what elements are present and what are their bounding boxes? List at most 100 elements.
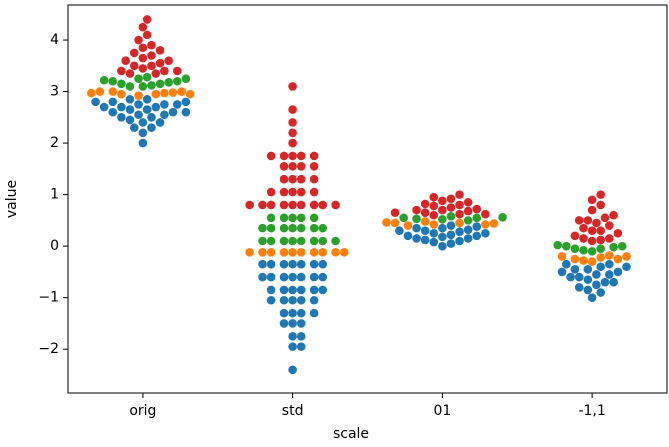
point: [574, 272, 584, 282]
point: [296, 319, 306, 328]
point: [258, 248, 267, 257]
y-tick-label: 2: [50, 135, 59, 151]
point: [266, 295, 276, 305]
point: [147, 113, 156, 122]
point: [399, 213, 408, 223]
point: [455, 227, 464, 237]
point: [596, 200, 606, 210]
point: [587, 226, 597, 235]
point: [288, 128, 297, 138]
point: [125, 105, 135, 114]
point: [138, 128, 148, 138]
point: [438, 241, 447, 251]
point: [331, 248, 340, 257]
point: [288, 342, 297, 351]
point: [472, 204, 482, 214]
point: [108, 97, 118, 107]
y-tick-label: 3: [50, 84, 59, 100]
point: [296, 161, 306, 171]
point: [288, 332, 297, 341]
point: [288, 272, 297, 282]
point: [390, 208, 400, 217]
point: [288, 319, 297, 328]
point: [579, 234, 588, 243]
point: [605, 251, 614, 260]
point: [288, 248, 297, 257]
point: [472, 213, 482, 223]
point: [463, 234, 473, 243]
point: [147, 61, 156, 71]
point: [596, 226, 606, 235]
point: [446, 211, 456, 221]
point: [181, 74, 191, 83]
point: [258, 200, 267, 210]
point: [579, 256, 588, 265]
point: [266, 272, 276, 282]
point: [463, 198, 473, 207]
point: [309, 308, 319, 318]
point: [472, 222, 482, 231]
point: [155, 46, 165, 55]
point: [160, 110, 169, 120]
point: [592, 218, 601, 228]
point: [296, 259, 306, 269]
point: [570, 265, 580, 274]
point: [318, 200, 328, 210]
point: [266, 248, 276, 257]
point: [438, 205, 447, 215]
point: [168, 88, 178, 97]
point: [266, 187, 276, 197]
point: [382, 218, 391, 227]
point: [600, 277, 610, 287]
y-tick-label: −1: [38, 290, 59, 306]
point: [279, 248, 289, 257]
point: [309, 187, 319, 197]
x-tick-label: 01: [433, 403, 451, 419]
point: [587, 205, 597, 215]
point: [164, 77, 173, 87]
point: [155, 58, 165, 68]
point: [160, 100, 169, 109]
point: [296, 200, 306, 210]
point: [562, 241, 571, 251]
point: [622, 262, 631, 272]
point: [395, 226, 404, 235]
point: [121, 56, 130, 65]
point: [296, 236, 306, 246]
point: [605, 221, 614, 230]
point: [403, 221, 413, 230]
point: [155, 79, 165, 89]
point: [481, 220, 490, 229]
point: [446, 230, 456, 240]
point: [129, 123, 139, 132]
point: [142, 15, 152, 24]
point: [574, 283, 584, 292]
point: [266, 259, 276, 269]
point: [570, 254, 580, 264]
point: [613, 267, 623, 277]
point: [125, 69, 135, 78]
point: [134, 91, 143, 100]
point: [296, 174, 306, 184]
point: [613, 254, 623, 264]
point: [296, 213, 306, 223]
point: [309, 151, 319, 161]
point: [151, 69, 161, 78]
point: [108, 76, 118, 86]
point: [142, 94, 152, 104]
point: [147, 51, 156, 60]
point: [279, 295, 289, 305]
point: [412, 214, 421, 224]
point: [566, 272, 575, 282]
y-axis-label: value: [4, 180, 20, 218]
point: [288, 82, 297, 91]
point: [288, 365, 297, 375]
point: [288, 308, 297, 318]
point: [609, 242, 618, 252]
point: [309, 213, 319, 223]
point: [481, 228, 490, 238]
point: [181, 107, 191, 117]
point: [331, 236, 340, 246]
point: [481, 209, 490, 219]
point: [142, 105, 152, 114]
